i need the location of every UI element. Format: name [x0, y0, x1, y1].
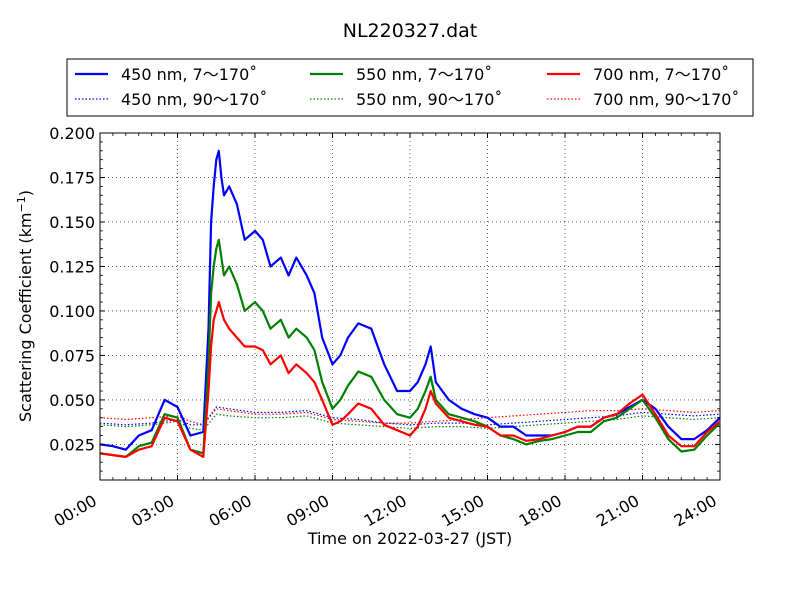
x-tick-label: 21:00 — [593, 491, 642, 531]
chart-title: NL220327.dat — [343, 20, 478, 42]
x-tick-label: 15:00 — [438, 491, 487, 531]
plot-area: 00:00 03:00 06:00 09:00 12:00 15:00 18:00 21:00… — [49, 124, 721, 531]
y-tick-label: 0.175 — [49, 168, 95, 187]
legend-label: 450 nm, 7～170˚ — [121, 65, 257, 84]
legend-label: 700 nm, 90～170˚ — [593, 90, 739, 109]
x-tick-label: 06:00 — [206, 491, 255, 531]
legend-label: 700 nm, 7～170˚ — [593, 65, 729, 84]
y-tick-label: 0.050 — [49, 391, 95, 410]
y-tick-label: 0.125 — [49, 257, 95, 276]
y-tick-label: 0.100 — [49, 302, 95, 321]
x-tick-label: 18:00 — [516, 491, 565, 531]
series-layer — [99, 149, 721, 458]
y-axis-label-sup: −1 — [15, 196, 28, 212]
legend-label: 550 nm, 7～170˚ — [356, 65, 492, 84]
legend-label: 550 nm, 90～170˚ — [356, 90, 502, 109]
legend-frame — [66, 58, 754, 117]
series-line — [99, 238, 721, 458]
y-axis-label-main: Scattering Coefficient (km — [16, 212, 35, 422]
legend: 450 nm, 7～170˚ 550 nm, 7～170˚ 700 nm, 7～17… — [66, 58, 754, 117]
x-axis-label: Time on 2022-03-27 (JST) — [307, 529, 512, 548]
y-axis-label: Scattering Coefficient (km−1) — [15, 190, 36, 422]
x-tick-label: 24:00 — [671, 491, 720, 531]
y-axis-label-close: ) — [16, 190, 35, 196]
y-tick-label: 0.200 — [49, 124, 95, 143]
x-tick-label: 09:00 — [283, 491, 332, 531]
legend-label: 450 nm, 90～170˚ — [121, 90, 267, 109]
y-tick-label: 0.150 — [49, 213, 95, 232]
x-tick-label: 03:00 — [128, 491, 177, 531]
x-tick-label: 00:00 — [51, 491, 100, 531]
series-line — [99, 413, 721, 431]
y-tick-label: 0.025 — [49, 435, 95, 454]
y-axis-ticks: 0.025 0.050 0.075 0.100 0.125 0.150 0.175 0.200 — [49, 124, 720, 472]
series-line — [99, 301, 721, 458]
x-tick-label: 12:00 — [361, 491, 410, 531]
y-tick-label: 0.075 — [49, 346, 95, 365]
